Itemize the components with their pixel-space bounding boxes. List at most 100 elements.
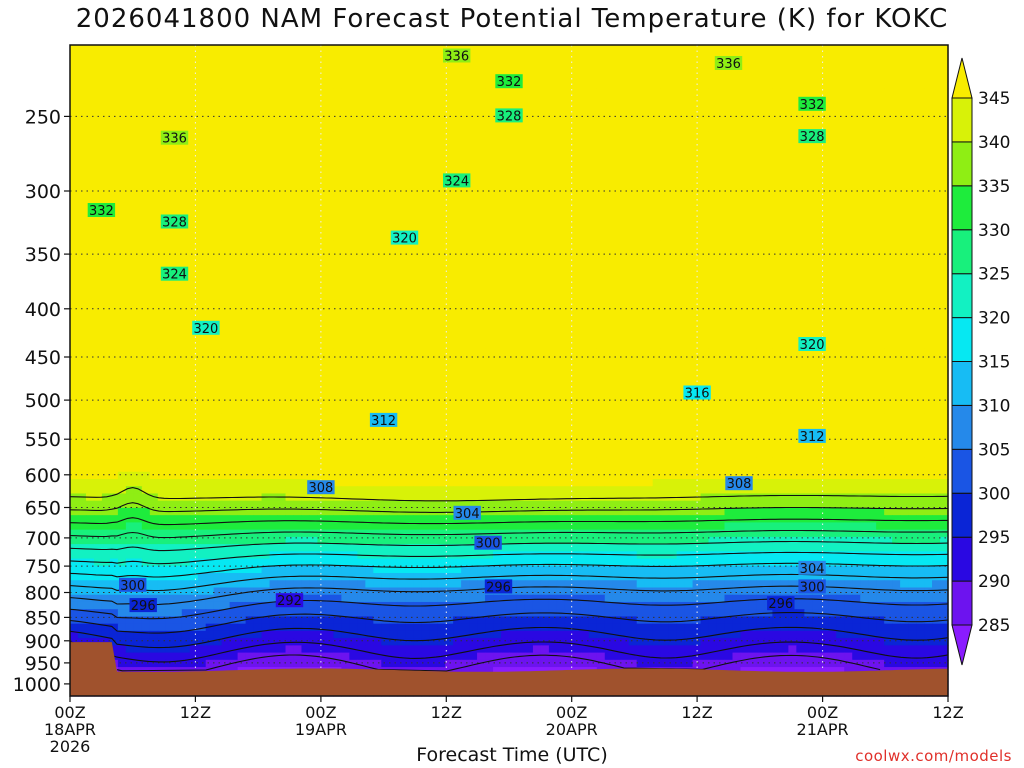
field-cell <box>788 45 797 53</box>
field-cell <box>788 348 797 357</box>
field-cell <box>221 102 231 111</box>
field-cell <box>181 124 191 133</box>
field-cell <box>804 153 813 162</box>
field-cell <box>197 298 207 306</box>
field-cell <box>181 73 191 82</box>
field-cell <box>125 73 135 82</box>
field-cell <box>876 290 885 299</box>
field-cell <box>485 269 494 278</box>
field-cell <box>317 73 327 82</box>
field-cell <box>724 117 734 126</box>
field-cell <box>684 160 694 169</box>
field-cell <box>109 276 119 285</box>
field-cell <box>93 225 103 234</box>
field-cell <box>804 81 813 89</box>
field-cell <box>205 312 215 321</box>
field-cell <box>748 233 758 241</box>
field-cell <box>117 52 127 61</box>
field-cell <box>548 211 558 220</box>
field-cell <box>509 189 518 198</box>
field-cell <box>189 182 199 191</box>
field-cell <box>924 254 933 263</box>
field-cell <box>940 139 949 147</box>
field-cell <box>676 247 686 256</box>
field-cell <box>85 81 95 89</box>
field-cell <box>732 102 742 111</box>
field-cell <box>764 124 773 133</box>
field-cell <box>85 131 95 140</box>
field-cell <box>588 124 598 133</box>
field-cell <box>309 233 319 241</box>
field-cell <box>548 319 558 328</box>
field-cell <box>445 276 454 285</box>
field-cell <box>469 45 478 53</box>
field-cell <box>884 124 893 133</box>
field-cell <box>700 305 710 314</box>
field-cell <box>133 95 143 104</box>
field-cell <box>237 348 247 357</box>
field-cell <box>221 146 231 155</box>
field-cell <box>213 160 223 169</box>
field-cell <box>285 153 295 162</box>
field-cell <box>780 240 789 249</box>
field-cell <box>812 254 821 263</box>
field-cell <box>876 110 885 118</box>
field-cell <box>516 146 526 155</box>
field-cell <box>796 88 805 97</box>
field-cell <box>924 146 933 155</box>
field-cell <box>724 204 734 212</box>
field-cell <box>373 211 382 220</box>
field-cell <box>245 341 255 350</box>
field-cell <box>884 131 893 140</box>
field-cell <box>149 211 159 220</box>
field-cell <box>636 298 646 306</box>
field-cell <box>181 88 191 97</box>
field-cell <box>868 298 877 306</box>
field-cell <box>229 254 239 263</box>
field-cell <box>564 139 574 147</box>
field-cell <box>636 204 646 212</box>
field-cell <box>157 146 167 155</box>
field-cell <box>860 52 869 61</box>
field-cell <box>253 283 263 292</box>
field-cell <box>293 341 303 350</box>
field-cell <box>341 59 350 68</box>
field-cell <box>596 290 606 299</box>
field-cell <box>341 204 350 212</box>
field-cell <box>293 81 303 89</box>
field-cell <box>836 319 845 328</box>
field-cell <box>812 153 821 162</box>
field-cell <box>764 341 773 350</box>
field-cell <box>309 370 319 379</box>
field-cell <box>788 334 797 343</box>
field-cell <box>692 175 702 184</box>
field-cell <box>652 298 662 306</box>
field-cell <box>141 218 151 227</box>
field-cell <box>740 276 750 285</box>
field-cell <box>532 117 542 126</box>
field-cell <box>876 356 885 364</box>
field-cell <box>453 66 462 75</box>
field-cell <box>117 276 127 285</box>
field-cell <box>724 327 734 335</box>
field-cell <box>325 312 334 321</box>
field-cell <box>205 167 215 176</box>
field-cell <box>924 356 933 364</box>
field-cell <box>245 182 255 191</box>
field-cell <box>596 312 606 321</box>
field-cell <box>668 312 678 321</box>
field-cell <box>405 45 414 53</box>
field-cell <box>373 52 382 61</box>
field-cell <box>181 298 191 306</box>
field-cell <box>748 124 758 133</box>
field-cell <box>684 298 694 306</box>
field-cell <box>940 66 949 75</box>
field-cell <box>748 95 758 104</box>
field-cell <box>916 327 925 335</box>
field-cell <box>397 269 406 278</box>
field-cell <box>852 175 861 184</box>
field-cell <box>261 290 271 299</box>
field-cell <box>780 233 789 241</box>
field-cell <box>724 276 734 285</box>
field-cell <box>668 73 678 82</box>
